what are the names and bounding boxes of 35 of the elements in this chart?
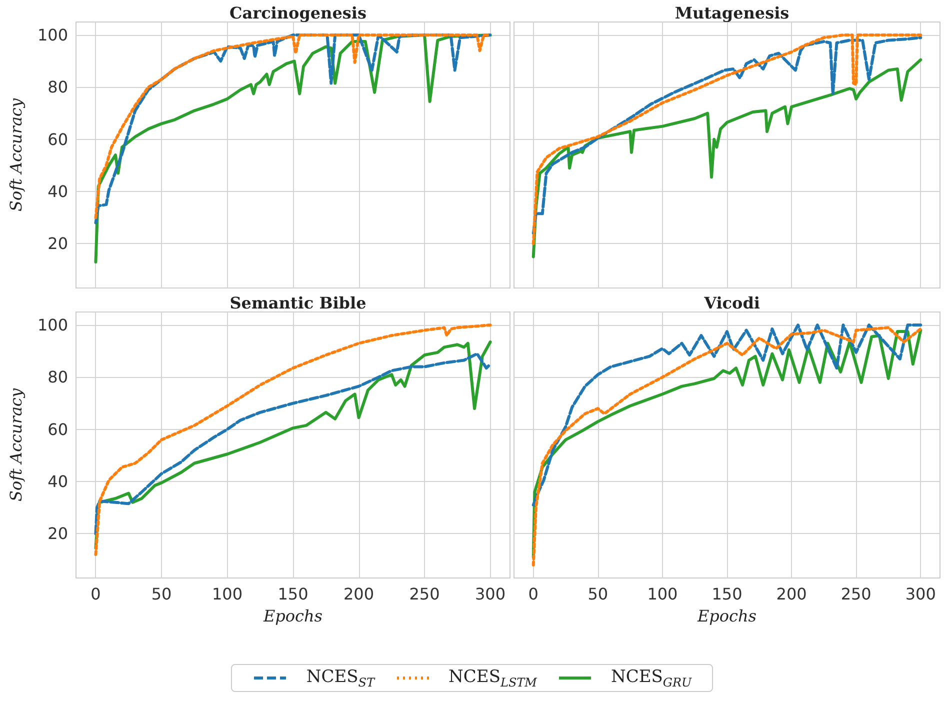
x-tick-label: 150 [712,584,742,604]
y-axis-title: Soft Accuracy [6,98,26,212]
x-tick-label: 100 [647,584,678,604]
x-tick-label: 200 [776,584,807,604]
chart-title: Vicodi [703,294,760,312]
x-tick-label: 0 [528,584,538,604]
x-tick-label: 50 [588,584,608,604]
y-tick-label: 20 [48,524,68,544]
legend-label: NCES$_{LSTM}$ [448,667,537,690]
y-tick-label: 20 [48,234,68,254]
x-tick-label: 50 [151,584,172,604]
legend-label: NCES$_{ST}$ [306,667,375,690]
x-tick-label: 300 [905,584,936,604]
x-tick-label: 150 [278,584,308,604]
chart-title: Mutagenesis [674,4,790,22]
x-axis-title: Epochs [696,606,757,626]
y-axis-title: Soft Accuracy [6,388,26,502]
y-tick-label: 40 [48,182,68,202]
y-tick-label: 60 [48,130,68,149]
x-tick-label: 300 [475,584,506,604]
y-tick-label: 80 [48,368,68,387]
x-tick-label: 250 [840,584,872,604]
chart-title: Semantic Bible [230,294,366,312]
y-tick-label: 40 [48,472,68,492]
x-tick-label: 200 [343,584,374,604]
legend-label: NCES$_{GRU}$ [610,667,692,690]
x-tick-label: 250 [409,584,440,604]
y-tick-label: 100 [37,316,68,335]
x-tick-label: 0 [90,584,101,604]
x-tick-label: 100 [212,584,243,604]
chart-title: Carcinogenesis [230,4,366,22]
x-axis-title: Epochs [262,606,323,626]
y-tick-label: 80 [48,78,68,97]
y-tick-label: 60 [48,420,68,439]
y-tick-label: 100 [37,26,68,45]
